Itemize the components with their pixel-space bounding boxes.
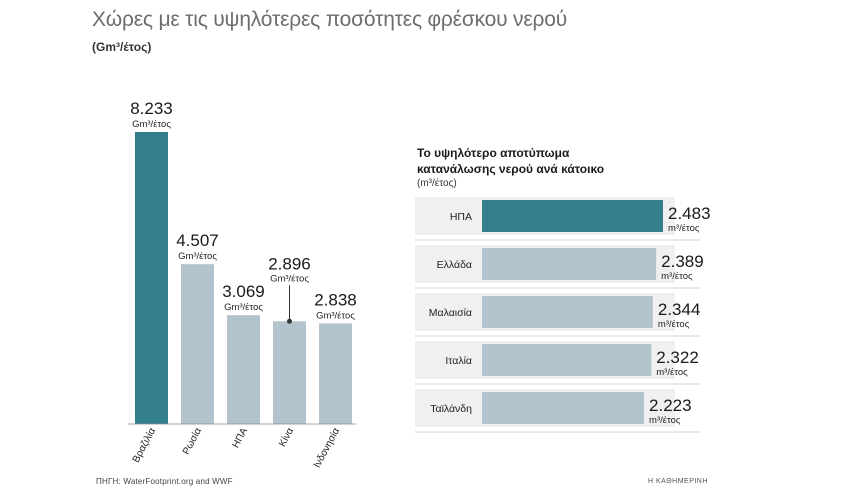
source-note: ΠΗΓΗ: WaterFootprint.org and WWF — [96, 477, 233, 486]
chart-title: Χώρες με τις υψηλότερες ποσότητες φρέσκο… — [92, 8, 567, 31]
bar-4 — [273, 321, 306, 424]
hbar-category-label: ΗΠΑ — [450, 211, 472, 223]
hbar-unit-label: m³/έτος — [668, 223, 700, 234]
hbar-2 — [482, 248, 657, 280]
hbar-value-label: 2.483 — [668, 204, 711, 223]
category-label: Ρωσία — [180, 426, 204, 457]
category-label: ΗΠΑ — [231, 426, 251, 450]
hbar-5 — [482, 392, 645, 424]
hbar-1 — [482, 200, 663, 232]
bar-value-label: 4.507 — [176, 231, 219, 250]
hbar-value-label: 2.389 — [661, 252, 704, 271]
bar-unit-label: Gm³/έτος — [316, 310, 355, 321]
bar-value-label: 8.233 — [130, 99, 173, 118]
category-label: Ινδονησία — [311, 426, 342, 470]
hbar-value-label: 2.223 — [649, 396, 692, 415]
bar-unit-label: Gm³/έτος — [132, 119, 171, 130]
hbar-category-label: Ελλάδα — [437, 259, 472, 271]
category-label: Βραζιλία — [130, 426, 158, 465]
hbar-category-label: Ταϊλάνδη — [430, 403, 472, 415]
hbar-category-label: Μαλαισία — [429, 307, 472, 319]
bar-value-label: 2.838 — [314, 290, 357, 309]
hbar-category-label: Ιταλία — [445, 355, 472, 367]
bar-5 — [319, 323, 352, 424]
bar-unit-label: Gm³/έτος — [270, 273, 309, 284]
leader-dot — [287, 318, 292, 324]
hbar-unit-label: m³/έτος — [656, 367, 688, 378]
hbar-unit-label: m³/έτος — [649, 415, 681, 426]
bar-unit-label: Gm³/έτος — [178, 251, 217, 262]
hbar-unit-label: m³/έτος — [658, 319, 690, 330]
bar-2 — [181, 264, 214, 424]
bar-unit-label: Gm³/έτος — [224, 302, 263, 313]
bar-3 — [227, 315, 260, 424]
panel-subtitle: (m³/έτος) — [417, 177, 457, 189]
category-label: Κίνα — [276, 426, 296, 449]
hbar-value-label: 2.344 — [658, 300, 701, 319]
bar-value-label: 2.896 — [268, 254, 311, 273]
bar-value-label: 3.069 — [222, 282, 265, 301]
hbar-4 — [482, 344, 652, 376]
hbar-3 — [482, 296, 653, 328]
bar-1 — [135, 132, 168, 424]
chart-subtitle: (Gm³/έτος) — [92, 40, 152, 54]
hbar-unit-label: m³/έτος — [661, 271, 693, 282]
brand-logo-text: Η ΚΑΘΗΜΕΡΙΝΗ — [648, 478, 708, 485]
panel-title-line-2: κατανάλωσης νερού ανά κάτοικο — [417, 162, 604, 176]
hbar-value-label: 2.322 — [656, 348, 699, 367]
panel-title-line-1: Το υψηλότερο αποτύπωμα — [417, 146, 570, 160]
